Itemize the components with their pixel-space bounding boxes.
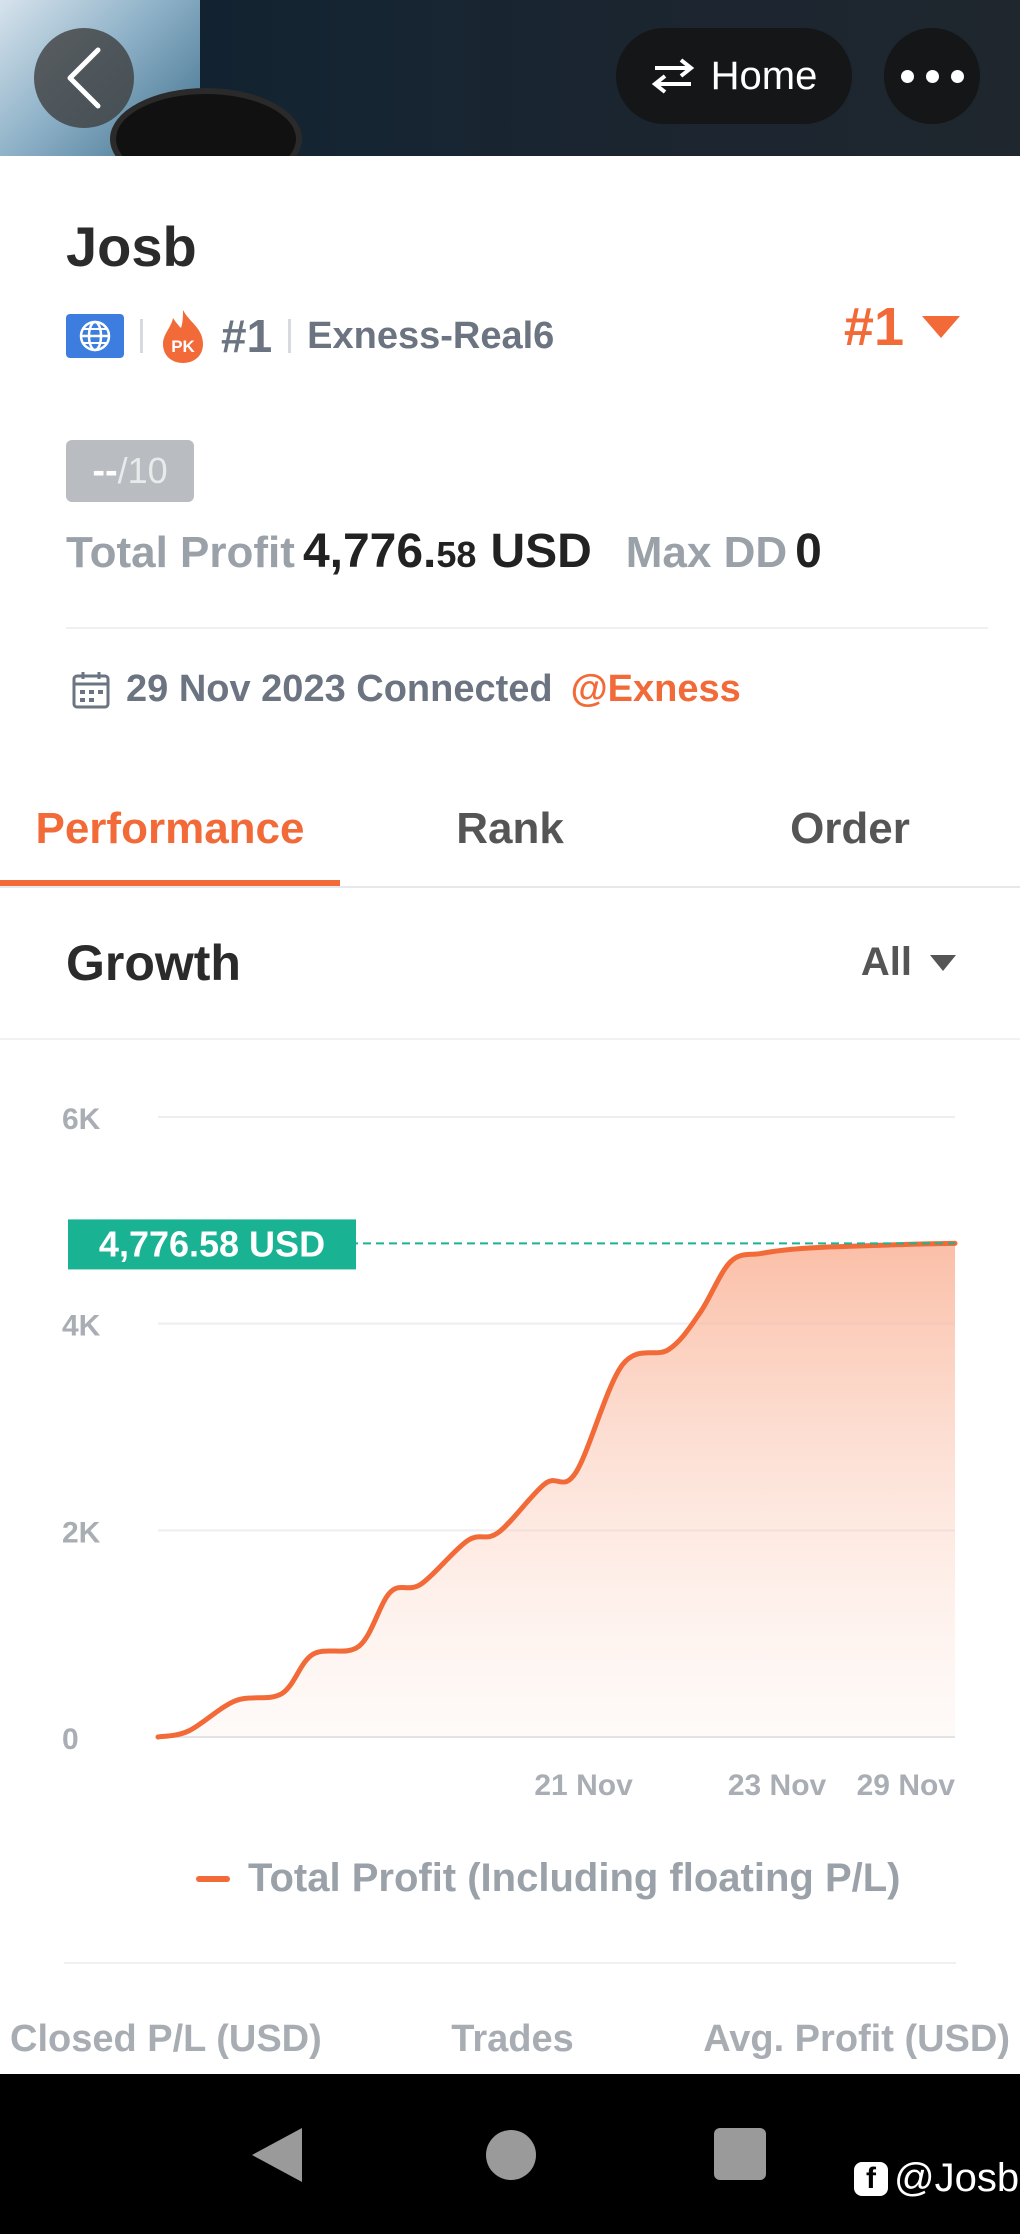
growth-chart: 6K 4K 2K 0 21 Nov 23 Nov 29 Nov 4,776.58 USD [62, 1103, 958, 1802]
nav-home-icon[interactable] [486, 2130, 536, 2180]
more-dot-icon [925, 69, 939, 83]
caret-down-icon [922, 316, 960, 338]
x-tick-label: 21 Nov [534, 1769, 633, 1802]
stat-header-avg-profit: Avg. Profit (USD) [703, 2018, 1010, 2060]
back-button[interactable] [34, 28, 134, 128]
profit-summary: Total Profit 4,776. 58 USD Max DD 0 [66, 524, 822, 579]
current-value-marker: 4,776.58 USD [68, 1219, 955, 1270]
badge-row: PK #1 Exness-Real6 [66, 306, 554, 366]
divider [64, 1962, 956, 1964]
y-tick-label: 6K [62, 1103, 101, 1136]
tab-bar: Performance Rank Order [0, 772, 1020, 886]
x-tick-label: 29 Nov [857, 1769, 956, 1802]
growth-filter-label: All [860, 940, 912, 984]
divider [66, 627, 988, 629]
stat-header-trades: Trades [451, 2018, 574, 2060]
watermark: f @Josb [854, 2156, 1019, 2201]
tab-order[interactable]: Order [790, 804, 910, 853]
connected-info: 29 Nov 2023 Connected @Exness [70, 668, 741, 711]
score-value: -- [92, 449, 118, 492]
watermark-text: @Josb [894, 2156, 1020, 2200]
user-name: Josb [66, 215, 197, 278]
broker-link[interactable]: @Exness [570, 668, 741, 710]
y-tick-label: 2K [62, 1516, 101, 1549]
header-banner: Home [0, 0, 1020, 156]
caret-down-icon [930, 954, 956, 971]
globe-glyph-icon [79, 320, 111, 352]
home-button-label: Home [710, 53, 818, 98]
score-max: /10 [117, 450, 168, 491]
chart-series [155, 1240, 958, 1740]
growth-filter-dropdown[interactable]: All [861, 940, 956, 985]
nav-recents-icon[interactable] [714, 2128, 766, 2180]
chart-legend: Total Profit (Including floating P/L) [196, 1856, 901, 1901]
total-profit-decimals: 58 [436, 534, 477, 575]
score-badge: -- /10 [66, 440, 194, 502]
total-profit-currency: USD [490, 525, 592, 578]
x-tick-label: 23 Nov [728, 1769, 827, 1802]
rank-number: #1 [221, 310, 273, 362]
y-tick-label: 4K [62, 1310, 101, 1343]
current-value-label: 4,776.58 USD [99, 1223, 325, 1264]
series-area [158, 1243, 955, 1737]
connected-date: 29 Nov 2023 Connected [126, 668, 553, 710]
chevron-left-icon [67, 47, 101, 109]
rank-dropdown[interactable]: #1 [844, 296, 960, 358]
y-axis-ticks: 6K 4K 2K 0 [62, 1103, 101, 1756]
more-dot-icon [900, 69, 914, 83]
separator [140, 319, 143, 353]
svg-text:PK: PK [171, 337, 195, 356]
more-dot-icon [950, 69, 964, 83]
x-axis-ticks: 21 Nov 23 Nov 29 Nov [534, 1769, 955, 1802]
stat-header-closed-pl: Closed P/L (USD) [10, 2018, 322, 2060]
legend-label: Total Profit (Including floating P/L) [248, 1856, 901, 1900]
swap-icon [651, 58, 694, 94]
facebook-icon: f [854, 2161, 888, 2196]
divider [0, 1038, 1020, 1040]
calendar-icon [72, 671, 110, 708]
series-line [155, 1240, 958, 1740]
current-value-badge [68, 1219, 356, 1270]
divider [0, 886, 1020, 888]
tab-rank[interactable]: Rank [456, 804, 564, 853]
max-dd-value: 0 [795, 525, 822, 578]
y-tick-label: 0 [62, 1723, 79, 1756]
growth-title: Growth [66, 935, 241, 991]
tab-performance[interactable]: Performance [0, 772, 340, 886]
max-dd-label: Max DD [625, 528, 788, 577]
total-profit-label: Total Profit [66, 528, 295, 577]
pk-fire-icon: PK [163, 310, 203, 363]
rank-dropdown-label: #1 [843, 297, 904, 357]
globe-icon[interactable] [66, 314, 124, 358]
more-options-button[interactable] [884, 28, 980, 124]
separator [288, 319, 292, 353]
stats-header-row: Closed P/L (USD) Trades Avg. Profit (USD… [0, 2018, 1020, 2061]
home-button[interactable]: Home [616, 28, 852, 124]
server-name: Exness-Real6 [307, 314, 555, 357]
legend-swatch [196, 1875, 230, 1882]
total-profit-value: 4,776. [302, 525, 437, 578]
nav-back-icon[interactable] [252, 2128, 302, 2182]
